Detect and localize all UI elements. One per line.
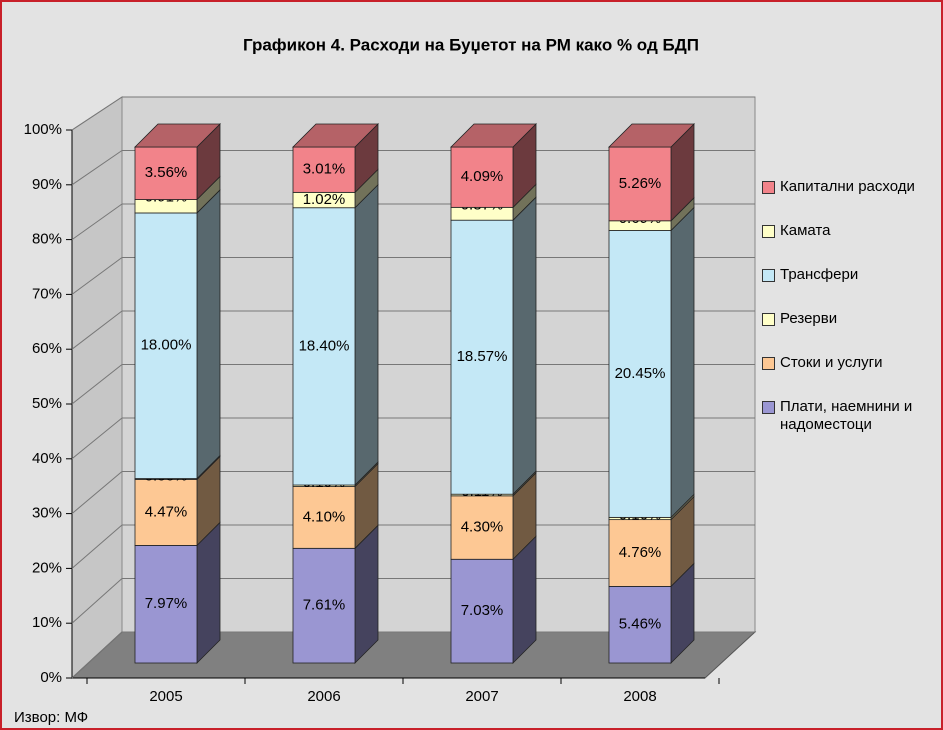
- grid-line: [71, 150, 123, 186]
- legend-label: Резерви: [780, 310, 838, 327]
- legend-label: Трансфери: [780, 266, 859, 283]
- data-label: 5.26%: [619, 175, 662, 192]
- legend-swatch: [762, 225, 775, 238]
- bar: [450, 495, 514, 560]
- data-label: 4.76%: [619, 544, 662, 561]
- bar-side: [196, 521, 221, 664]
- y-tick-label: 90%: [32, 176, 62, 193]
- grid-line: [71, 578, 123, 624]
- bar: [292, 547, 356, 664]
- bar: [450, 146, 514, 208]
- data-label: 3.01%: [303, 161, 346, 178]
- bar-top: [608, 123, 695, 148]
- data-label: 18.40%: [299, 337, 350, 354]
- x-tick-label: 2006: [307, 688, 340, 705]
- bar-side: [354, 524, 379, 664]
- data-label: 7.97%: [145, 595, 188, 612]
- grid-line: [71, 631, 123, 679]
- x-tick-label: 2007: [465, 688, 498, 705]
- data-label: 7.03%: [461, 602, 504, 619]
- bar: [292, 146, 356, 193]
- data-label: 20.45%: [615, 365, 666, 382]
- legend-label: Стоки и услуги: [780, 354, 883, 371]
- data-label: 5.46%: [619, 616, 662, 633]
- bar: [608, 146, 672, 222]
- x-tick-label: 2005: [149, 688, 182, 705]
- grid-line: [71, 364, 123, 405]
- data-label: 18.00%: [141, 337, 192, 354]
- legend-item: Плати, наемнини и надоместоци: [762, 398, 940, 434]
- legend-label: Камата: [780, 222, 831, 239]
- y-tick-label: 100%: [24, 121, 62, 138]
- bar-top: [134, 123, 221, 148]
- bar: [608, 230, 672, 518]
- bar: [292, 486, 356, 549]
- data-label: 3.56%: [145, 164, 188, 181]
- legend-swatch: [762, 401, 775, 414]
- y-tick-label: 0%: [40, 669, 62, 686]
- bar-side: [354, 183, 379, 486]
- data-label: 1.02%: [303, 191, 346, 208]
- legend-swatch: [762, 357, 775, 370]
- data-label: 7.61%: [303, 597, 346, 614]
- x-tick-label: 2008: [623, 688, 656, 705]
- data-label: 4.47%: [145, 503, 188, 520]
- bar-side: [670, 206, 695, 519]
- y-tick-label: 30%: [32, 505, 62, 522]
- bar: [134, 479, 198, 546]
- bar: [608, 585, 672, 664]
- bar: [134, 146, 198, 200]
- bar-top: [292, 123, 379, 148]
- source: Извор: МФ: [14, 709, 88, 726]
- grid-line: [71, 310, 123, 350]
- data-label: 4.10%: [303, 508, 346, 525]
- y-tick-label: 50%: [32, 395, 62, 412]
- grid-line: [71, 524, 123, 569]
- y-tick-label: 70%: [32, 285, 62, 302]
- bar-side: [512, 196, 537, 496]
- bar-side: [196, 188, 221, 480]
- bar: [450, 558, 514, 664]
- grid-line: [71, 96, 123, 131]
- legend-item: Камата: [762, 222, 940, 240]
- grid-line: [71, 203, 123, 241]
- legend: Капитални расходи Камата Трансфери Резерви С…: [762, 178, 940, 460]
- grid-line: [71, 257, 123, 295]
- legend-label: Плати, наемнини и надоместоци: [780, 398, 913, 433]
- y-tick-label: 60%: [32, 340, 62, 357]
- y-tick-label: 20%: [32, 559, 62, 576]
- legend-swatch: [762, 181, 775, 194]
- y-tick-label: 80%: [32, 231, 62, 248]
- legend-label: Капитални расходи: [780, 178, 915, 195]
- data-label: 4.09%: [461, 168, 504, 185]
- side-wall: [71, 96, 123, 680]
- data-label: 4.30%: [461, 519, 504, 536]
- grid-line: [71, 471, 123, 514]
- bar: [450, 219, 514, 495]
- bar: [608, 519, 672, 587]
- legend-item: Капитални расходи: [762, 178, 940, 196]
- legend-item: Резерви: [762, 310, 940, 328]
- bar: [292, 207, 356, 486]
- bar: [134, 212, 198, 479]
- bar-top: [450, 123, 537, 148]
- legend-item: Стоки и услуги: [762, 354, 940, 372]
- grid-line: [71, 417, 123, 460]
- chart-title: Графикон 4. Расходи на Буџетот на РМ как…: [243, 35, 699, 54]
- y-tick-label: 10%: [32, 614, 62, 631]
- bar: [134, 544, 198, 664]
- legend-swatch: [762, 269, 775, 282]
- y-tick-label: 40%: [32, 450, 62, 467]
- data-label: 18.57%: [457, 348, 508, 365]
- legend-swatch: [762, 313, 775, 326]
- legend-item: Трансфери: [762, 266, 940, 284]
